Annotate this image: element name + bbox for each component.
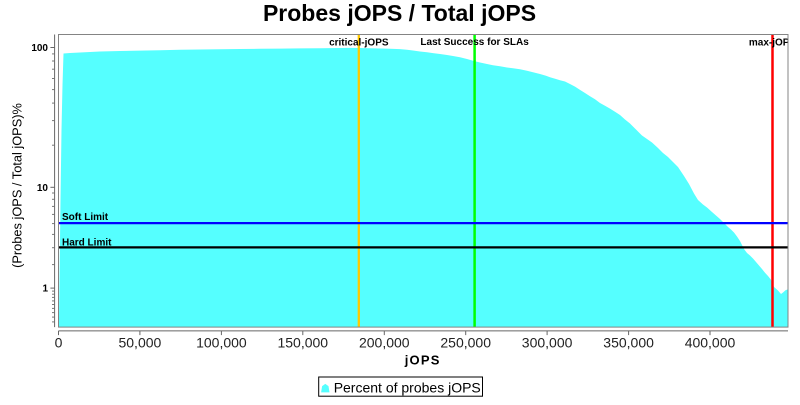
svg-text:300,000: 300,000 [522,335,573,351]
svg-text:0: 0 [55,335,63,351]
svg-text:Probes jOPS / Total jOPS: Probes jOPS / Total jOPS [263,0,536,26]
svg-text:400,000: 400,000 [685,335,736,351]
svg-text:250,000: 250,000 [440,335,491,351]
svg-text:Soft Limit: Soft Limit [62,212,109,223]
svg-text:50,000: 50,000 [118,335,161,351]
svg-text:150,000: 150,000 [277,335,328,351]
svg-text:(Probes jOPS / Total jOPS)%: (Probes jOPS / Total jOPS)% [10,103,25,268]
svg-text:100: 100 [31,43,48,54]
svg-text:100,000: 100,000 [196,335,247,351]
svg-text:critical-jOPS: critical-jOPS [329,37,389,48]
svg-text:Hard Limit: Hard Limit [62,238,112,249]
svg-text:jOPS: jOPS [404,353,441,368]
svg-text:Last Success for SLAs: Last Success for SLAs [420,37,529,48]
svg-text:1: 1 [42,284,48,295]
svg-text:200,000: 200,000 [359,335,410,351]
svg-text:10: 10 [37,183,49,194]
svg-text:max-jOPS: max-jOPS [749,37,797,48]
svg-text:Percent of probes jOPS: Percent of probes jOPS [334,380,481,396]
svg-text:350,000: 350,000 [603,335,654,351]
